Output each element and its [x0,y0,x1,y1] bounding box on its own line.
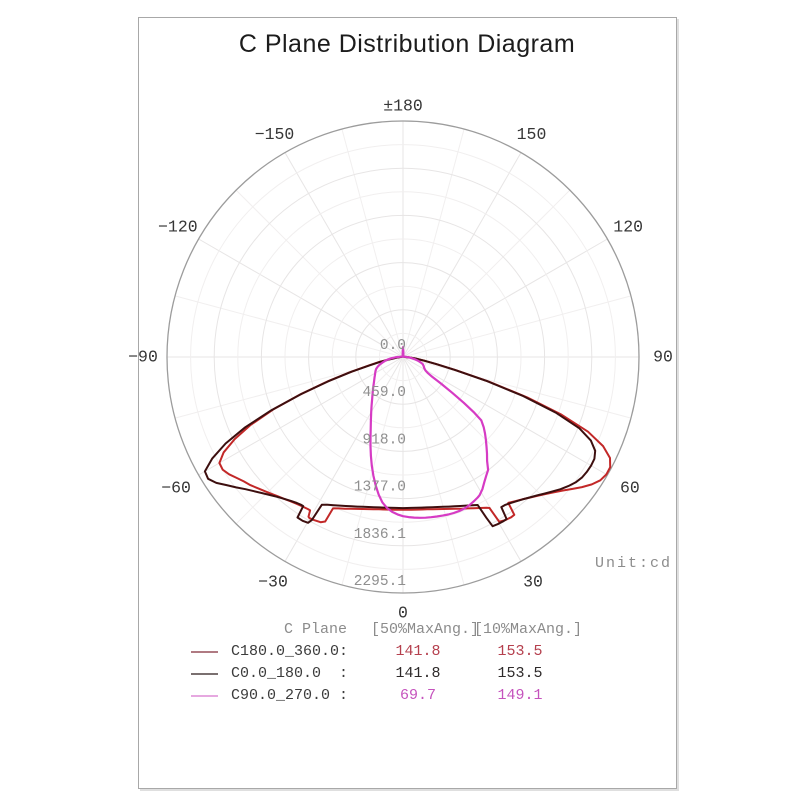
curve-C180.0_360.0 [218,355,612,524]
grid-ring [378,332,428,382]
grid-ring [260,214,546,500]
page-title: C Plane Distribution Diagram [238,30,576,58]
grid-ring [331,285,475,429]
angle-label: −30 [258,573,288,592]
grid-ring [213,167,593,547]
radial-label: 459.0 [362,385,406,401]
angle-label: 0 [398,603,408,622]
curve-C0.0_180.0 [203,355,597,528]
unit-label: Unit:cd [594,555,672,572]
angle-label: 90 [653,347,673,366]
angle-label: −90 [128,347,158,366]
angle-label: 30 [523,573,543,592]
radial-label-zero: 0.0 [380,338,406,354]
angle-label: ±180 [383,96,423,115]
grid-ring [355,309,451,405]
radial-label: 1377.0 [354,480,406,496]
grid-ring [284,238,522,476]
radial-label: 2295.1 [354,574,406,590]
angle-label: −60 [161,478,191,497]
angle-label: 120 [613,217,643,236]
curve-C90.0_270.0 [369,346,490,519]
diagram-frame [138,17,677,789]
angle-label: −120 [158,217,198,236]
angle-label: 150 [517,125,547,144]
radial-label: 1836.1 [354,527,406,543]
grid-ring [308,262,498,452]
grid-ring [237,191,569,523]
grid-ring [190,144,616,570]
angle-label: −150 [255,125,295,144]
radial-label: 918.0 [362,432,406,448]
angle-label: 60 [620,478,640,497]
outer-circle [166,120,640,594]
